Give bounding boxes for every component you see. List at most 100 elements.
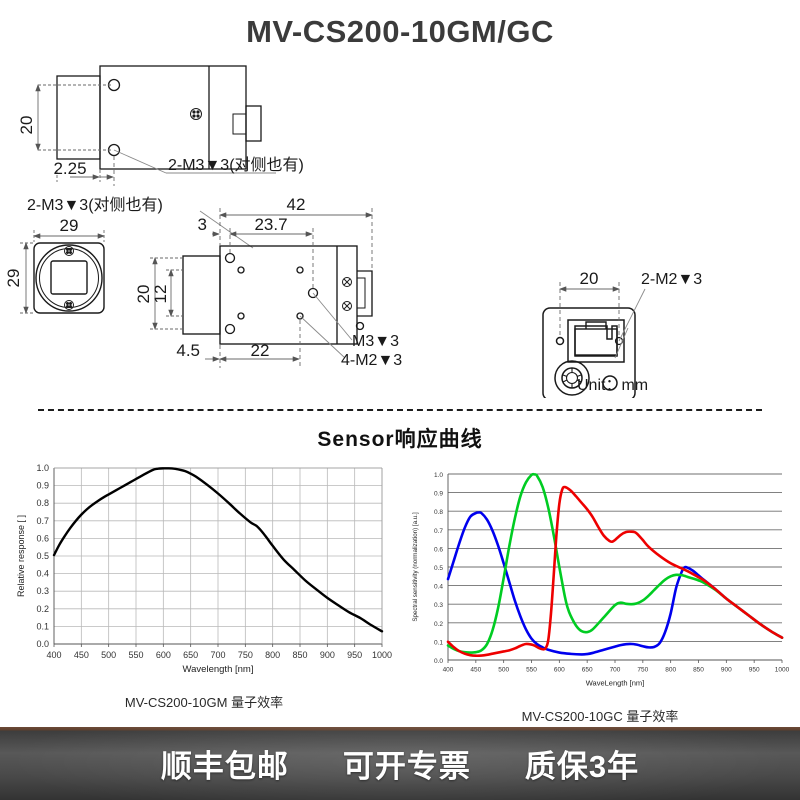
svg-text:Relative response [ ]: Relative response [ ]	[16, 515, 26, 597]
svg-text:0.6: 0.6	[36, 533, 49, 543]
chart-color-caption: MV-CS200-10GC 量子效率	[521, 709, 679, 724]
dim-side-12	[166, 269, 182, 317]
svg-text:0.4: 0.4	[36, 569, 49, 579]
svg-text:800: 800	[665, 667, 676, 674]
svg-text:500: 500	[101, 650, 116, 660]
svg-text:0.8: 0.8	[36, 498, 49, 508]
leader-front-m3	[199, 210, 254, 249]
section-divider	[38, 409, 762, 411]
rear-view-drawing	[542, 307, 636, 398]
svg-text:0.3: 0.3	[434, 602, 443, 609]
dim-label-rear-20: 20	[580, 269, 599, 288]
top-view-drawing	[56, 65, 262, 170]
svg-text:1.0: 1.0	[434, 472, 443, 479]
banner-item-0: 顺丰包邮	[160, 749, 289, 784]
svg-text:0.8: 0.8	[434, 509, 443, 516]
svg-text:700: 700	[210, 650, 225, 660]
svg-text:600: 600	[156, 650, 171, 660]
leader-top-m3	[113, 149, 276, 174]
leader-rear-2m2	[614, 288, 646, 359]
svg-text:0.1: 0.1	[434, 639, 443, 646]
dim-3-237	[212, 228, 314, 288]
svg-text:950: 950	[347, 650, 362, 660]
svg-text:Wavelength [nm]: Wavelength [nm]	[183, 664, 254, 675]
chart-mono-caption: MV-CS200-10GM 量子效率	[124, 695, 284, 710]
svg-text:550: 550	[128, 650, 143, 660]
dim-label-side-12: 12	[151, 285, 170, 304]
dim-front-29-h	[20, 242, 33, 314]
svg-text:0.5: 0.5	[434, 565, 443, 572]
dim-label-3: 3	[198, 215, 207, 234]
dim-label-45: 4.5	[176, 341, 200, 360]
svg-text:WaveLength [nm]: WaveLength [nm]	[586, 679, 645, 688]
svg-text:0.7: 0.7	[36, 516, 49, 526]
svg-text:650: 650	[183, 650, 198, 660]
dim-label-front-height-29: 29	[4, 269, 23, 288]
svg-text:0.2: 0.2	[434, 621, 443, 628]
svg-text:400: 400	[46, 650, 61, 660]
dim-side-20	[150, 257, 182, 330]
svg-text:0.9: 0.9	[36, 481, 49, 491]
dim-45-22	[205, 320, 301, 368]
chart-mono-quantum-efficiency: 0.0 0.1 0.2 0.3 0.4 0.5 0.6 0.7 0.8 0.9 1.0 400 450 5…	[8, 458, 400, 698]
chart-color-quantum-efficiency: 0.0 0.1 0.2 0.3 0.4 0.5 0.6 0.7 0.8 0.9 1.0 400 450 5…	[404, 462, 796, 707]
dim-label-225: 2.25	[53, 159, 86, 178]
dim-rear-20	[559, 282, 620, 338]
svg-text:0.0: 0.0	[36, 639, 49, 649]
leader-side-m3	[299, 292, 353, 359]
svg-text:Spectral sensitivity (normaliz: Spectral sensitivity (normalization) [a.…	[412, 512, 419, 622]
dim-top-20	[35, 84, 112, 151]
svg-text:750: 750	[637, 667, 648, 674]
svg-text:850: 850	[693, 667, 704, 674]
svg-text:750: 750	[238, 650, 253, 660]
svg-text:550: 550	[526, 667, 537, 674]
svg-text:0.3: 0.3	[36, 586, 49, 596]
callout-side-4m2: 4-M2▼3	[341, 352, 402, 369]
svg-text:1.0: 1.0	[36, 463, 49, 473]
banner-item-1: 可开专票	[342, 749, 471, 784]
callout-side-m3: M3▼3	[352, 333, 399, 350]
svg-text:0.2: 0.2	[36, 604, 49, 614]
svg-text:600: 600	[554, 667, 565, 674]
svg-text:800: 800	[265, 650, 280, 660]
svg-text:450: 450	[470, 667, 481, 674]
dim-label-22: 22	[251, 341, 270, 360]
dim-label-side-20: 20	[134, 285, 153, 304]
svg-text:450: 450	[74, 650, 89, 660]
svg-text:0.5: 0.5	[36, 551, 49, 561]
svg-text:500: 500	[498, 667, 509, 674]
callout-front-2m3: 2-M3▼3(对侧也有)	[27, 196, 163, 214]
svg-text:0.9: 0.9	[434, 491, 443, 498]
svg-text:0.6: 0.6	[434, 546, 443, 553]
technical-drawing: 20 2.25 2-M3▼3(对侧也有)	[0, 58, 800, 398]
side-view-drawing	[182, 245, 373, 345]
svg-text:950: 950	[749, 667, 760, 674]
svg-text:850: 850	[292, 650, 307, 660]
svg-text:400: 400	[443, 667, 454, 674]
unit-note: Unit：mm	[577, 377, 648, 394]
svg-text:700: 700	[610, 667, 621, 674]
svg-text:1000: 1000	[372, 650, 392, 660]
svg-text:900: 900	[320, 650, 335, 660]
sensor-section-title: Sensor响应曲线	[317, 428, 483, 451]
svg-text:0.7: 0.7	[434, 528, 443, 535]
page-title: MV-CS200-10GM/GC	[246, 14, 554, 49]
dim-label-front-width-29: 29	[60, 216, 79, 235]
banner-item-2: 质保3年	[524, 749, 640, 784]
dim-42	[219, 208, 373, 270]
callout-rear-2m2: 2-M2▼3	[641, 271, 702, 288]
svg-text:0.4: 0.4	[434, 584, 443, 591]
svg-text:900: 900	[721, 667, 732, 674]
dim-label-42: 42	[287, 195, 306, 214]
svg-text:1000: 1000	[775, 667, 790, 674]
front-view-drawing	[33, 242, 105, 314]
dim-label-237: 23.7	[254, 215, 287, 234]
svg-text:650: 650	[582, 667, 593, 674]
callout-top-2m3: 2-M3▼3(对侧也有)	[168, 156, 304, 174]
dim-225	[56, 156, 115, 186]
svg-text:0.0: 0.0	[434, 658, 443, 665]
promo-banner: 顺丰包邮 可开专票 质保3年	[0, 727, 800, 800]
dim-front-29-w	[33, 230, 105, 242]
dim-label-top-20: 20	[17, 116, 36, 135]
